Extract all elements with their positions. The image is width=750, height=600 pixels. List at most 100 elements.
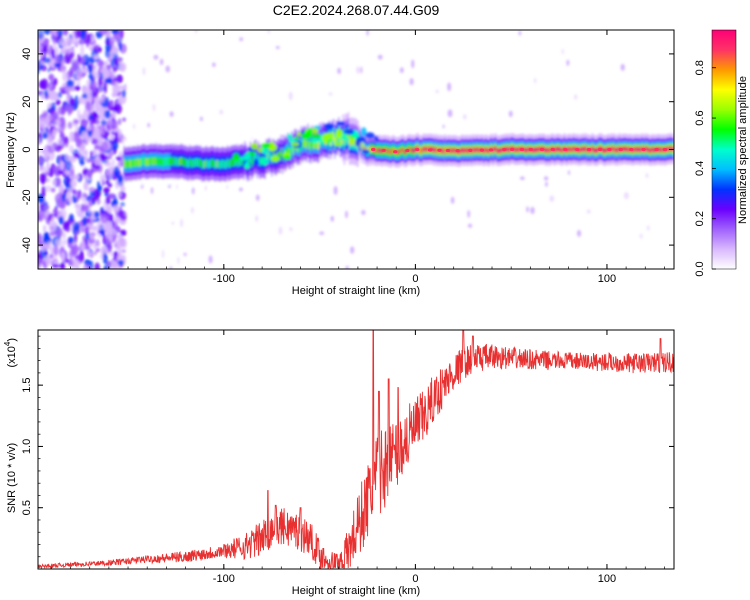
noise-cell	[92, 66, 97, 76]
track-cell	[241, 156, 244, 165]
noise-cell	[87, 56, 94, 63]
track-cell	[257, 154, 260, 163]
noise-cell	[105, 39, 111, 45]
noise-cell	[87, 168, 93, 179]
speckle-cell	[165, 65, 171, 73]
track-cell	[308, 141, 311, 150]
track-cell	[413, 148, 416, 154]
spectrogram-cells	[38, 30, 674, 269]
track-cell	[307, 136, 310, 145]
noise-cell	[86, 249, 91, 258]
spectrogram-y-tick-label: -20	[21, 189, 33, 205]
speckle-cell	[275, 45, 280, 50]
spectrogram-x-tick-label: 100	[598, 273, 616, 285]
noise-cell	[42, 224, 47, 233]
track-peak	[550, 147, 556, 152]
snr-y-tick-label: 1.5	[21, 378, 33, 393]
noise-cell	[38, 136, 42, 146]
noise-cell	[57, 170, 64, 175]
track-cell	[523, 147, 526, 153]
noise-cell	[49, 82, 54, 90]
spectrogram-chart: -100 0 100 -40 -20 0 20 40 Height of straight …	[5, 29, 675, 297]
track-cell	[204, 160, 206, 169]
track-peak	[381, 148, 386, 152]
noise-cell	[50, 101, 56, 112]
track-cell	[379, 147, 382, 154]
colorbar-tick-label: 0.2	[694, 211, 706, 226]
track-cell	[580, 147, 583, 153]
track-blob	[344, 128, 355, 135]
noise-cell	[82, 193, 88, 198]
track-cell	[216, 159, 218, 168]
noise-cell	[73, 131, 81, 137]
track-cell	[574, 146, 576, 152]
noise-cell	[46, 161, 50, 174]
noise-cell	[110, 99, 114, 107]
noise-cell	[111, 30, 119, 35]
noise-cell	[70, 179, 77, 188]
snr-y-axis-title: SNR (10 * v/v)	[6, 443, 18, 513]
snr-x-tick-label: 100	[598, 573, 616, 585]
track-blob	[250, 142, 259, 150]
noise-cell	[77, 253, 85, 262]
noise-cell	[91, 110, 98, 118]
noise-cell	[87, 65, 93, 74]
noise-cell	[38, 258, 42, 267]
noise-cell	[54, 119, 61, 126]
track-cell	[194, 158, 197, 167]
noise-cell	[114, 198, 118, 208]
track-blob	[253, 158, 259, 166]
noise-cell	[75, 138, 83, 147]
noise-cell	[62, 71, 68, 82]
track-cell	[159, 157, 162, 166]
noise-cell	[45, 219, 50, 224]
noise-cell	[101, 247, 109, 255]
speckle-cell	[180, 218, 184, 228]
noise-cell	[53, 245, 59, 256]
speckle-cell	[409, 78, 414, 86]
snr-y-tick-label: 1.0	[21, 439, 33, 454]
noise-cell	[42, 57, 51, 64]
track-blob	[360, 127, 367, 137]
svg-text:(x104): (x104)	[3, 338, 18, 368]
track-cell	[515, 146, 517, 153]
noise-cell	[40, 92, 46, 100]
track-cell	[613, 145, 615, 151]
noise-cell	[52, 179, 57, 186]
speckle-cell	[530, 206, 535, 215]
track-blob	[244, 161, 250, 169]
track-cell	[269, 152, 272, 161]
track-peak	[502, 148, 507, 152]
noise-cell	[58, 184, 65, 194]
noise-cell	[112, 66, 118, 73]
track-cell	[596, 147, 599, 153]
noise-cell	[76, 53, 82, 63]
noise-cell	[116, 210, 125, 218]
track-cell	[190, 159, 193, 168]
track-cell	[249, 154, 252, 163]
track-cell	[645, 145, 648, 152]
track-cell	[433, 147, 436, 154]
noise-cell	[38, 79, 46, 89]
speckle-cell	[543, 176, 549, 181]
track-cell	[474, 147, 477, 153]
noise-cell	[104, 221, 113, 233]
track-blob	[268, 144, 278, 152]
track-cell	[488, 148, 491, 154]
noise-cell	[52, 208, 58, 214]
spectrogram-x-ticks: -100 0 100	[51, 30, 665, 285]
track-cell	[197, 158, 200, 167]
noise-cell	[100, 119, 107, 126]
noise-cell	[87, 206, 92, 215]
noise-cell	[52, 129, 57, 137]
speckle-cell	[366, 30, 369, 36]
speckle-cell	[330, 215, 335, 222]
noise-cell	[43, 44, 48, 54]
track-cell	[301, 141, 304, 150]
noise-cell	[117, 174, 123, 183]
track-cell	[142, 157, 145, 166]
track-cell	[492, 148, 495, 154]
track-cell	[283, 147, 285, 156]
noise-cell	[95, 239, 100, 247]
noise-cell	[80, 225, 85, 233]
